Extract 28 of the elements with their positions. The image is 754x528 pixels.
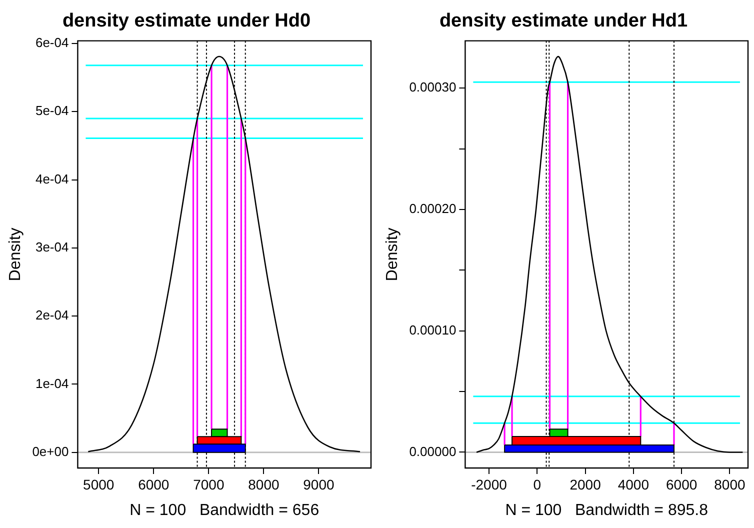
y-tick-label: 2e-04	[35, 308, 69, 323]
y-tick-label: 0.00030	[409, 80, 456, 95]
y-axis-title: Density	[7, 228, 24, 282]
chart-title: density estimate under Hd0	[62, 10, 311, 32]
x-tick-label: 8000	[714, 476, 746, 492]
x-tick-label: -2000	[471, 476, 508, 492]
y-tick-label: 0.00000	[409, 444, 456, 459]
x-tick-label: 0	[533, 476, 542, 492]
y-tick-label: 0e+00	[32, 444, 69, 459]
x-tick-label: 5000	[83, 476, 114, 492]
x-tick-label: 4000	[618, 476, 650, 492]
y-axis-title: Density	[384, 228, 402, 282]
x-tick-label: 6000	[666, 476, 698, 492]
y-tick-label: 3e-04	[35, 240, 69, 255]
x-tick-label: 8000	[248, 476, 280, 492]
x-tick-label: 7000	[193, 476, 224, 492]
x-tick-label: 9000	[303, 476, 335, 492]
x-axis-title: N = 100 Bandwidth = 656	[130, 502, 320, 519]
x-tick-label: 6000	[138, 476, 170, 492]
y-tick-label: 6e-04	[35, 35, 69, 50]
x-axis-title: N = 100 Bandwidth = 895.8	[505, 502, 708, 519]
x-tick-label: 2000	[570, 476, 602, 492]
y-tick-label: 0.00010	[409, 322, 456, 338]
y-tick-label: 0.00020	[409, 201, 456, 216]
y-tick-label: 5e-04	[35, 103, 69, 118]
chart-title: density estimate under Hd1	[439, 10, 688, 32]
y-tick-label: 1e-04	[35, 376, 69, 391]
y-tick-label: 4e-04	[35, 171, 69, 186]
